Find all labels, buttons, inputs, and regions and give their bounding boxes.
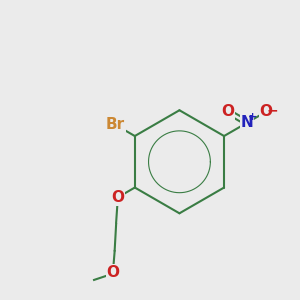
- Text: O: O: [111, 190, 124, 205]
- Text: N: N: [241, 115, 254, 130]
- Text: Br: Br: [106, 117, 125, 132]
- Text: O: O: [107, 265, 120, 280]
- Text: O: O: [260, 104, 273, 119]
- Text: +: +: [248, 112, 257, 122]
- Text: O: O: [221, 104, 234, 119]
- Text: −: −: [267, 103, 278, 117]
